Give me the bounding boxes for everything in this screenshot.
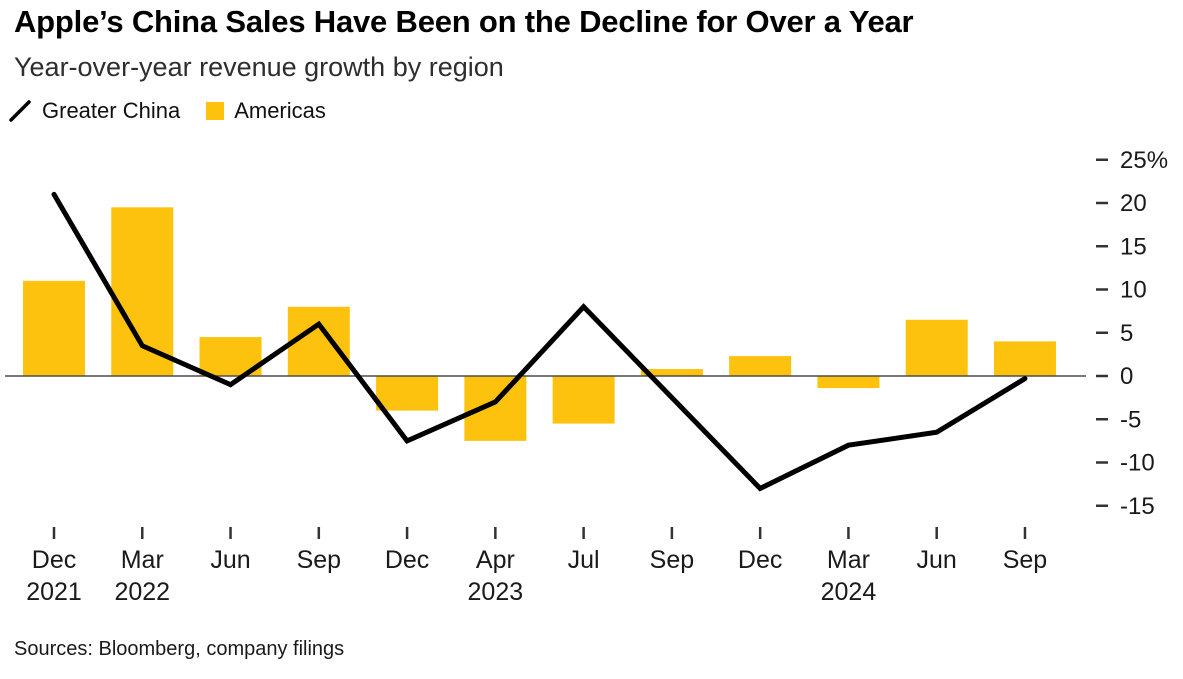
bar-americas	[552, 376, 615, 424]
x-month-label: Dec	[738, 546, 782, 574]
legend-item-greater-china: Greater China	[8, 98, 180, 124]
x-month-label: Sep	[297, 546, 341, 574]
y-tick-label: 25%	[1120, 147, 1168, 174]
bar-americas	[993, 341, 1056, 376]
bar-americas	[287, 306, 350, 376]
bar-americas	[464, 376, 527, 441]
x-month-label: Dec	[32, 546, 76, 574]
chart-plot: 25% 20 15 10 5 0 -5 -10 -15 Dec 2021 Mar 2022 Jun Sep D…	[5, 147, 1168, 606]
x-month-label: Sep	[650, 546, 694, 574]
x-month-label: Apr	[476, 546, 515, 574]
x-year-label: 2021	[26, 578, 82, 606]
bar-americas	[817, 376, 880, 389]
y-tick-label: -10	[1120, 450, 1155, 477]
x-month-label: Dec	[385, 546, 429, 574]
x-month-label: Jun	[210, 546, 250, 574]
y-tick-label: 5	[1120, 320, 1133, 347]
legend: Greater China Americas	[8, 98, 326, 124]
chart-title: Apple’s China Sales Have Been on the Dec…	[14, 4, 914, 39]
bar-americas	[376, 376, 439, 411]
line-series-icon	[9, 100, 31, 122]
bar-series-swatch-icon	[206, 102, 225, 120]
x-year-label: 2023	[468, 578, 524, 606]
x-month-label: Jun	[917, 546, 957, 574]
chart-subtitle: Year-over-year revenue growth by region	[14, 52, 504, 82]
y-tick-label: 20	[1120, 190, 1147, 217]
y-tick-label: 10	[1120, 277, 1147, 304]
x-month-label: Mar	[121, 546, 164, 574]
legend-item-americas: Americas	[206, 98, 326, 124]
y-tick-label: 15	[1120, 233, 1147, 260]
bar-americas	[905, 319, 968, 376]
bar-americas	[640, 369, 703, 376]
legend-label-greater-china: Greater China	[42, 98, 181, 123]
line-greater-china	[51, 191, 1028, 492]
y-tick-label: 0	[1120, 363, 1133, 390]
x-month-label: Mar	[827, 546, 870, 574]
legend-label-americas: Americas	[234, 98, 326, 123]
sources-note: Sources: Bloomberg, company filings	[14, 638, 345, 660]
bar-americas	[23, 280, 85, 376]
x-year-label: 2024	[821, 578, 877, 606]
x-month-label: Sep	[1003, 546, 1047, 574]
x-year-label: 2022	[114, 578, 170, 606]
y-tick-label: -15	[1120, 493, 1155, 520]
x-month-label: Jul	[568, 546, 600, 574]
y-tick-label: -5	[1120, 406, 1141, 433]
bar-americas	[111, 207, 174, 376]
bar-americas	[729, 356, 792, 376]
